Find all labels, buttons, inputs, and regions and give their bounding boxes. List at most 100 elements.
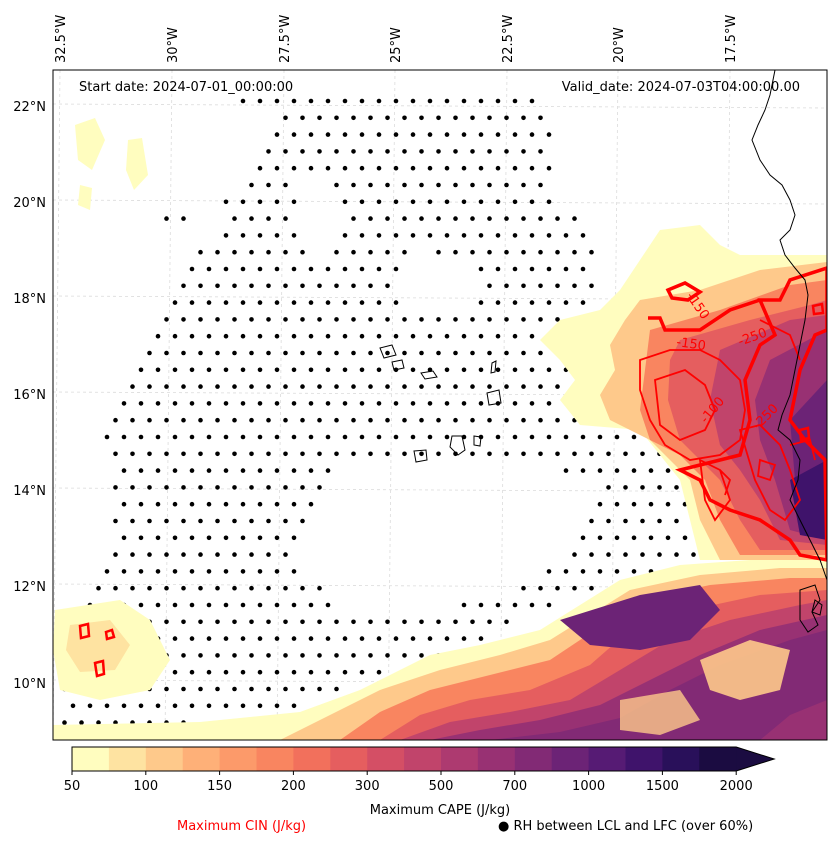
rh-dot bbox=[563, 233, 569, 238]
rh-dot bbox=[317, 686, 322, 692]
rh-dot bbox=[283, 350, 288, 356]
rh-dot bbox=[359, 233, 365, 238]
rh-dot bbox=[240, 300, 246, 305]
rh-dot bbox=[470, 317, 475, 322]
rh-dot bbox=[291, 266, 297, 272]
rh-dot bbox=[240, 468, 246, 473]
rh-dot bbox=[189, 333, 195, 339]
rh-dot bbox=[521, 585, 526, 591]
rh-dot bbox=[563, 300, 569, 305]
colorbar-swatch bbox=[182, 747, 221, 771]
rh-dot bbox=[368, 653, 373, 658]
rh-dot bbox=[487, 249, 492, 255]
rh-dot bbox=[461, 367, 467, 373]
colorbar-swatch bbox=[219, 747, 257, 771]
rh-dot bbox=[495, 300, 501, 305]
colorbar-swatch bbox=[588, 747, 626, 771]
colorbar-swatch bbox=[367, 747, 405, 771]
rh-legend-label: RH between LCL and LFC (over 60%) bbox=[513, 819, 754, 834]
rh-dot bbox=[402, 149, 407, 154]
rh-dot bbox=[555, 283, 560, 289]
rh-dot bbox=[487, 182, 492, 188]
rh-dot bbox=[512, 367, 518, 373]
rh-dot bbox=[529, 300, 535, 305]
rh-dot bbox=[232, 216, 237, 221]
rh-dot bbox=[266, 552, 271, 557]
rh-dot bbox=[546, 199, 552, 205]
rh-dot bbox=[266, 417, 271, 423]
rh-dot bbox=[308, 165, 314, 171]
rh-dot bbox=[300, 686, 305, 692]
rh-dot bbox=[657, 518, 662, 524]
rh-dot bbox=[393, 132, 399, 137]
rh-dot bbox=[189, 434, 195, 440]
rh-dot bbox=[393, 636, 399, 641]
rh-dot bbox=[317, 149, 322, 154]
rh-dot bbox=[376, 98, 382, 104]
rh-dot bbox=[79, 720, 84, 725]
rh-dot bbox=[351, 249, 356, 255]
rh-dot bbox=[164, 417, 169, 423]
rh-dot bbox=[300, 417, 305, 423]
rh-dot bbox=[368, 216, 373, 221]
rh-dot bbox=[640, 518, 645, 524]
rh-dot bbox=[614, 468, 620, 473]
rh-dot bbox=[172, 333, 178, 339]
rh-dot bbox=[291, 636, 297, 641]
rh-dot bbox=[546, 401, 552, 406]
rh-dot bbox=[138, 501, 144, 507]
rh-dot bbox=[266, 518, 271, 524]
rh-dot bbox=[300, 585, 305, 591]
rh-dot bbox=[215, 283, 220, 289]
rh-dot bbox=[206, 569, 212, 574]
rh-dot bbox=[232, 249, 237, 255]
rh-dot bbox=[427, 132, 433, 137]
rh-dot bbox=[529, 401, 535, 406]
rh-dot bbox=[283, 283, 288, 289]
rh-dot bbox=[206, 401, 212, 406]
rh-dot bbox=[572, 249, 577, 255]
rh-dot bbox=[359, 333, 365, 339]
rh-dot bbox=[147, 552, 152, 557]
rh-dot bbox=[291, 165, 297, 171]
rh-dot bbox=[189, 703, 195, 709]
rh-dot bbox=[274, 535, 280, 541]
rh-dot bbox=[342, 636, 348, 641]
rh-dot bbox=[351, 182, 356, 188]
rh-dot bbox=[453, 115, 458, 121]
rh-dot bbox=[453, 417, 458, 423]
rh-dot bbox=[257, 333, 263, 339]
rh-dot bbox=[631, 569, 637, 574]
rh-dot bbox=[563, 468, 569, 473]
rh-dot bbox=[546, 266, 552, 272]
rh-dot bbox=[257, 569, 263, 574]
rh-dot bbox=[300, 317, 305, 322]
rh-dot bbox=[164, 485, 169, 490]
rh-dot bbox=[232, 686, 237, 692]
rh-dot bbox=[376, 434, 382, 440]
rh-dot bbox=[529, 233, 535, 238]
rh-dot bbox=[470, 619, 475, 625]
rh-dot bbox=[155, 569, 161, 574]
rh-dot bbox=[657, 552, 662, 557]
rh-dot bbox=[478, 199, 484, 205]
rh-dot bbox=[521, 283, 526, 289]
rh-dot bbox=[104, 703, 110, 709]
rh-dot bbox=[410, 636, 416, 641]
rh-dot bbox=[444, 98, 450, 104]
rh-dot bbox=[257, 501, 263, 507]
rh-dot bbox=[198, 384, 203, 389]
rh-dot bbox=[291, 703, 297, 709]
rh-dot bbox=[402, 115, 407, 121]
rh-dot bbox=[181, 518, 186, 524]
coastlines bbox=[379, 70, 827, 633]
rh-dot bbox=[147, 485, 152, 490]
rh-dot bbox=[232, 653, 237, 658]
rh-dot bbox=[470, 182, 475, 188]
rh-dot bbox=[546, 165, 552, 171]
rh-dot bbox=[393, 333, 399, 339]
rh-dot bbox=[87, 703, 93, 709]
lon-label: 17.5°W bbox=[724, 15, 739, 63]
rh-dot bbox=[359, 300, 365, 305]
rh-dot bbox=[138, 703, 144, 709]
